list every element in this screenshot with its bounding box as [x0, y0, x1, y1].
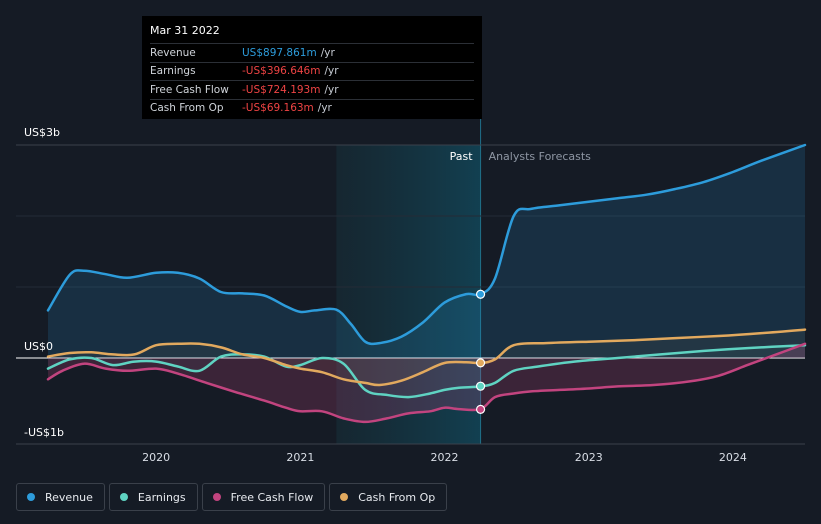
marker-revenue: [475, 289, 486, 299]
tooltip-unit: /yr: [324, 65, 339, 78]
tooltip-markers: [475, 289, 486, 415]
tooltip-unit: /yr: [317, 102, 332, 115]
marker-free-cash-flow: [475, 404, 486, 415]
forecast-label: Analysts Forecasts: [489, 150, 592, 163]
tooltip-label: Revenue: [150, 46, 196, 59]
chart-background: [336, 16, 482, 444]
legend-label: Cash From Op: [358, 490, 436, 504]
legend-label: Free Cash Flow: [230, 490, 314, 504]
tooltip-unit: /yr: [320, 46, 335, 59]
area-cash-from-op: [48, 329, 805, 386]
tooltip-value: -US$724.193m: [242, 83, 321, 96]
x-tick-label: 2023: [575, 451, 603, 464]
line-earnings: [46, 343, 807, 399]
tooltip-label: Cash From Op: [150, 102, 224, 115]
tooltip-value: -US$396.646m: [242, 65, 321, 78]
area-free-cash-flow: [48, 343, 805, 422]
past-label: Past: [450, 150, 474, 163]
x-tick-label: 2022: [431, 451, 459, 464]
legend-label: Revenue: [45, 490, 93, 504]
tooltip-label: Earnings: [150, 65, 196, 78]
axis-labels: US$3b US$0 -US$1b 2020 2021 2022 2023 2024 Past A…: [24, 126, 747, 464]
marker-cash-from-op: [475, 358, 486, 368]
y-axis-label: US$0: [24, 340, 53, 353]
x-tick-label: 2020: [142, 451, 170, 464]
legend-item-earnings[interactable]: Earnings: [108, 483, 198, 511]
legend-dot-icon: [119, 493, 128, 501]
series-lines: [46, 143, 807, 424]
line-cash-from-op: [46, 328, 807, 387]
past-region-highlight: [336, 145, 481, 444]
legend-dot-icon: [27, 493, 35, 501]
marker-earnings: [475, 381, 486, 391]
data-tooltip: Mar 31 2022 Revenue US$897.861m /yr Earn…: [142, 16, 482, 119]
legend-item-cash-from-op[interactable]: Cash From Op: [329, 483, 448, 511]
tooltip-row-free-cash-flow: Free Cash Flow -US$724.193m /yr: [150, 80, 474, 99]
tooltip-row-revenue: Revenue US$897.861m /yr: [150, 43, 474, 62]
legend-dot-icon: [340, 493, 349, 501]
legend-item-revenue[interactable]: Revenue: [16, 483, 105, 511]
line-revenue: [46, 143, 807, 346]
y-axis-label: -US$1b: [24, 426, 64, 439]
x-tick-label: 2021: [286, 451, 314, 464]
tooltip-value: -US$69.163m: [242, 102, 314, 115]
tooltip-row-cash-from-op: Cash From Op -US$69.163m /yr: [150, 98, 474, 118]
tooltip-date: Mar 31 2022: [150, 24, 220, 37]
legend-dot-icon: [212, 493, 221, 501]
x-tick-label: 2024: [719, 451, 747, 464]
line-free-cash-flow: [46, 342, 807, 424]
legend-item-free-cash-flow[interactable]: Free Cash Flow: [201, 483, 326, 511]
legend-label: Earnings: [137, 490, 186, 504]
tooltip-unit: /yr: [324, 83, 339, 96]
grid-lines: [16, 144, 805, 445]
y-axis-label: US$3b: [24, 126, 60, 139]
tooltip-label: Free Cash Flow: [150, 83, 229, 96]
chart-legend: Revenue Earnings Free Cash Flow Cash Fro…: [16, 483, 448, 511]
area-revenue: [48, 145, 805, 358]
tooltip-row-earnings: Earnings -US$396.646m /yr: [150, 61, 474, 81]
tooltip-value: US$897.861m: [242, 46, 317, 59]
